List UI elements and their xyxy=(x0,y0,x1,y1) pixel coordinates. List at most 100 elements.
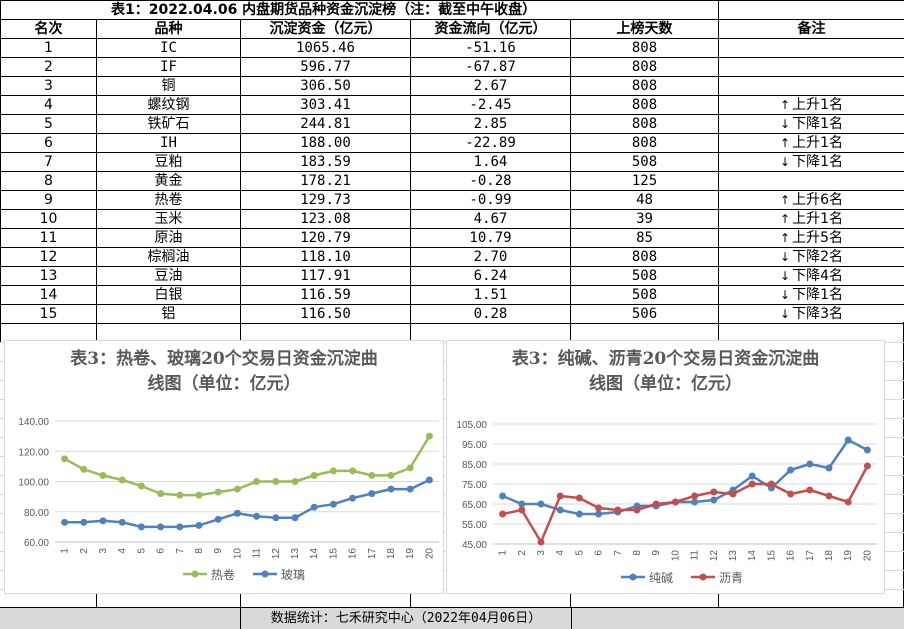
days-cell: 39 xyxy=(571,210,719,229)
capital-cell: 120.79 xyxy=(241,229,411,248)
rank-cell: 5 xyxy=(1,115,97,134)
legend-item: 沥青 xyxy=(691,571,743,585)
x-tick-label: 18 xyxy=(386,548,397,560)
variety-cell: 白银 xyxy=(97,286,241,305)
data-point xyxy=(368,490,375,497)
y-tick-label: 140.00 xyxy=(18,417,49,428)
days-cell: 85 xyxy=(571,229,719,248)
x-tick-label: 16 xyxy=(348,548,359,560)
arrow-down-icon: ↓ xyxy=(780,155,790,169)
note-text: 上升1名 xyxy=(792,97,843,113)
x-tick-label: 3 xyxy=(98,548,109,554)
data-point xyxy=(672,499,679,506)
x-tick-label: 7 xyxy=(613,550,624,556)
data-point xyxy=(595,505,602,512)
x-tick-label: 7 xyxy=(175,548,186,554)
flow-cell: 1.51 xyxy=(411,286,571,305)
y-tick-label: 80.00 xyxy=(24,508,49,519)
flow-cell: -22.89 xyxy=(411,134,571,153)
data-point xyxy=(80,466,87,473)
rank-cell: 8 xyxy=(1,172,97,191)
x-tick-label: 5 xyxy=(574,550,585,556)
x-tick-label: 4 xyxy=(117,548,128,554)
legend-item: 玻璃 xyxy=(253,568,305,582)
arrow-down-icon: ↓ xyxy=(780,288,790,302)
note-text: 下降1名 xyxy=(792,287,843,303)
data-point xyxy=(806,461,813,468)
data-point xyxy=(176,492,183,499)
x-tick-label: 11 xyxy=(690,550,701,561)
variety-cell: 豆油 xyxy=(97,267,241,286)
column-header: 名次 xyxy=(1,20,97,39)
data-point xyxy=(691,499,698,506)
days-cell: 808 xyxy=(571,96,719,115)
data-point xyxy=(388,472,395,479)
x-tick-label: 13 xyxy=(728,550,739,562)
capital-cell: 188.00 xyxy=(241,134,411,153)
arrow-up-icon: ↑ xyxy=(780,231,790,245)
rank-cell: 12 xyxy=(1,248,97,267)
days-cell: 808 xyxy=(571,39,719,58)
days-cell: 808 xyxy=(571,58,719,77)
variety-cell: 豆粕 xyxy=(97,153,241,172)
data-point xyxy=(138,483,145,490)
days-cell: 508 xyxy=(571,267,719,286)
y-tick-label: 120.00 xyxy=(18,447,49,458)
data-point xyxy=(215,489,222,496)
data-point xyxy=(710,489,717,496)
rank-cell: 1 xyxy=(1,39,97,58)
legend-marker xyxy=(700,574,707,581)
x-tick-label: 12 xyxy=(709,550,720,562)
variety-cell: 螺纹钢 xyxy=(97,96,241,115)
data-point xyxy=(196,522,203,529)
y-tick-label: 95.00 xyxy=(462,440,487,451)
data-point xyxy=(787,491,794,498)
capital-cell: 244.81 xyxy=(241,115,411,134)
y-tick-label: 105.00 xyxy=(456,420,487,431)
capital-cell: 116.50 xyxy=(241,305,411,324)
data-point xyxy=(100,517,107,524)
flow-cell: 1.64 xyxy=(411,153,571,172)
note-text: 下降2名 xyxy=(792,249,843,265)
arrow-up-icon: ↑ xyxy=(780,212,790,226)
rank-cell: 3 xyxy=(1,77,97,96)
column-header: 品种 xyxy=(97,20,241,39)
x-tick-label: 15 xyxy=(328,548,339,560)
data-point xyxy=(388,486,395,493)
x-tick-label: 20 xyxy=(862,550,873,562)
series-line xyxy=(65,436,430,495)
arrow-up-icon: ↑ xyxy=(780,136,790,150)
data-point xyxy=(864,447,871,454)
legend-marker xyxy=(262,571,269,578)
x-tick-label: 19 xyxy=(843,550,854,562)
data-point xyxy=(157,523,164,530)
capital-cell: 117.91 xyxy=(241,267,411,286)
data-point xyxy=(710,497,717,504)
data-point xyxy=(311,504,318,511)
x-tick-label: 9 xyxy=(213,548,224,554)
capital-cell: 123.08 xyxy=(241,210,411,229)
x-tick-label: 6 xyxy=(594,550,605,556)
data-point xyxy=(557,493,564,500)
days-cell: 48 xyxy=(571,191,719,210)
rank-cell: 11 xyxy=(1,229,97,248)
note-cell: ↓下降1名 xyxy=(719,115,904,134)
rank-cell: 9 xyxy=(1,191,97,210)
x-tick-label: 17 xyxy=(805,550,816,562)
x-tick-label: 2 xyxy=(79,548,90,554)
flow-cell: -0.99 xyxy=(411,191,571,210)
ranking-table: 表1：2022.04.06 内盘期货品种资金沉淀榜（注：截至中午收盘） 名次品种… xyxy=(0,0,904,343)
variety-cell: 铝 xyxy=(97,305,241,324)
legend-label: 沥青 xyxy=(719,571,743,585)
data-point xyxy=(614,507,621,514)
x-tick-label: 1 xyxy=(498,550,509,556)
x-tick-label: 12 xyxy=(271,548,282,560)
x-tick-label: 9 xyxy=(651,550,662,556)
